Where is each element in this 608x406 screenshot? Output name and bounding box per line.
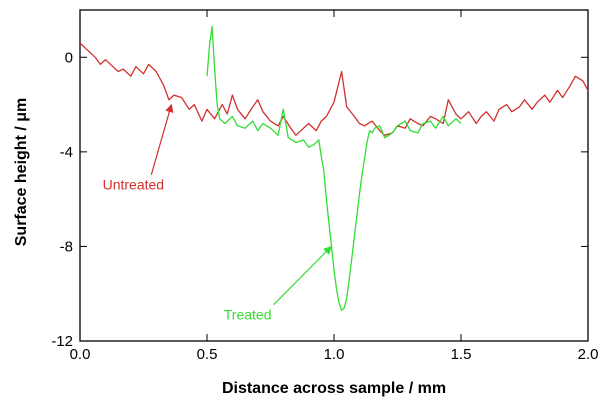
x-tick-label: 0.5 — [197, 346, 218, 363]
y-tick-label: 0 — [65, 49, 73, 66]
annotation-arrow-untreated — [151, 105, 171, 175]
annotation-label-treated: Treated — [224, 307, 272, 323]
y-tick-label: -8 — [60, 238, 73, 255]
annotation-arrow-treated — [274, 246, 332, 304]
y-axis-title: Surface height / μm — [13, 98, 30, 246]
series-line-treated — [207, 27, 461, 311]
annotation-label-untreated: Untreated — [103, 177, 164, 193]
plot-frame — [80, 10, 588, 341]
x-axis-title: Distance across sample / mm — [222, 380, 446, 397]
y-tick-label: -4 — [60, 144, 73, 161]
series-line-untreated — [80, 43, 588, 135]
x-tick-label: 1.5 — [451, 346, 472, 363]
y-tick-label: -12 — [51, 333, 73, 350]
x-tick-label: 2.0 — [578, 346, 599, 363]
x-tick-label: 1.0 — [324, 346, 345, 363]
